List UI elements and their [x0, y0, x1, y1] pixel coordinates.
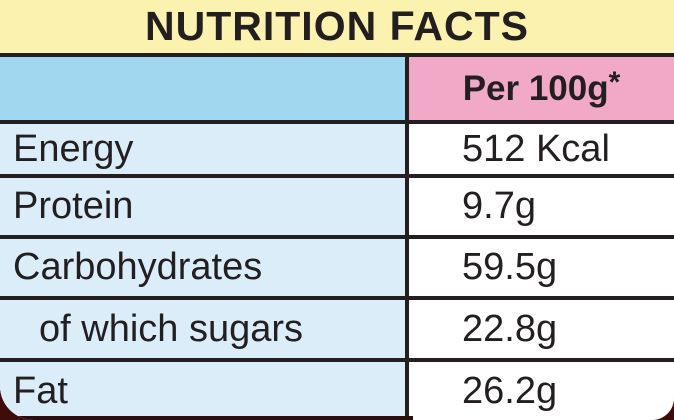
nutrient-label: Energy [13, 127, 134, 170]
nutrient-value: 512 Kcal [462, 127, 610, 170]
header-empty-cell [0, 57, 409, 120]
table-row: Fat 26.2g [0, 362, 674, 420]
nutrient-value: 26.2g [462, 369, 558, 412]
table-row: Protein 9.7g [0, 178, 674, 239]
label-title: NUTRITION FACTS [145, 3, 529, 49]
nutrient-name-cell: Protein [0, 178, 409, 235]
nutrient-value-cell: 59.5g [409, 239, 674, 296]
header-value-cell: Per 100g * [409, 57, 674, 120]
nutrient-value: 9.7g [462, 185, 536, 227]
nutrient-label: Fat [13, 369, 68, 412]
table-row: of which sugars 22.8g [0, 300, 674, 362]
table-header-row: Per 100g * [0, 57, 674, 124]
nutrient-value-cell: 9.7g [409, 178, 674, 235]
table-row: Energy 512 Kcal [0, 124, 674, 178]
nutrient-value-cell: 512 Kcal [409, 124, 674, 174]
nutrition-table: Per 100g * Energy 512 Kcal Protein 9.7g [0, 53, 674, 420]
nutrient-value: 59.5g [462, 246, 558, 288]
nutrient-label: of which sugars [39, 307, 304, 350]
nutrient-value-cell: 22.8g [409, 300, 674, 358]
nutrient-name-cell: of which sugars [0, 300, 409, 358]
table-row: Carbohydrates 59.5g [0, 239, 674, 300]
nutrient-name-cell: Carbohydrates [0, 239, 409, 296]
per-100g-label: Per 100g [462, 68, 609, 108]
bottom-edge-line [0, 416, 413, 420]
nutrient-label: Protein [13, 185, 134, 227]
label-title-band: NUTRITION FACTS [0, 0, 674, 53]
nutrient-name-cell: Energy [0, 124, 409, 174]
nutrient-value: 22.8g [462, 307, 558, 350]
nutrient-name-cell: Fat [0, 362, 409, 420]
nutrient-value-cell: 26.2g [409, 362, 674, 420]
nutrient-label: Carbohydrates [13, 246, 263, 288]
